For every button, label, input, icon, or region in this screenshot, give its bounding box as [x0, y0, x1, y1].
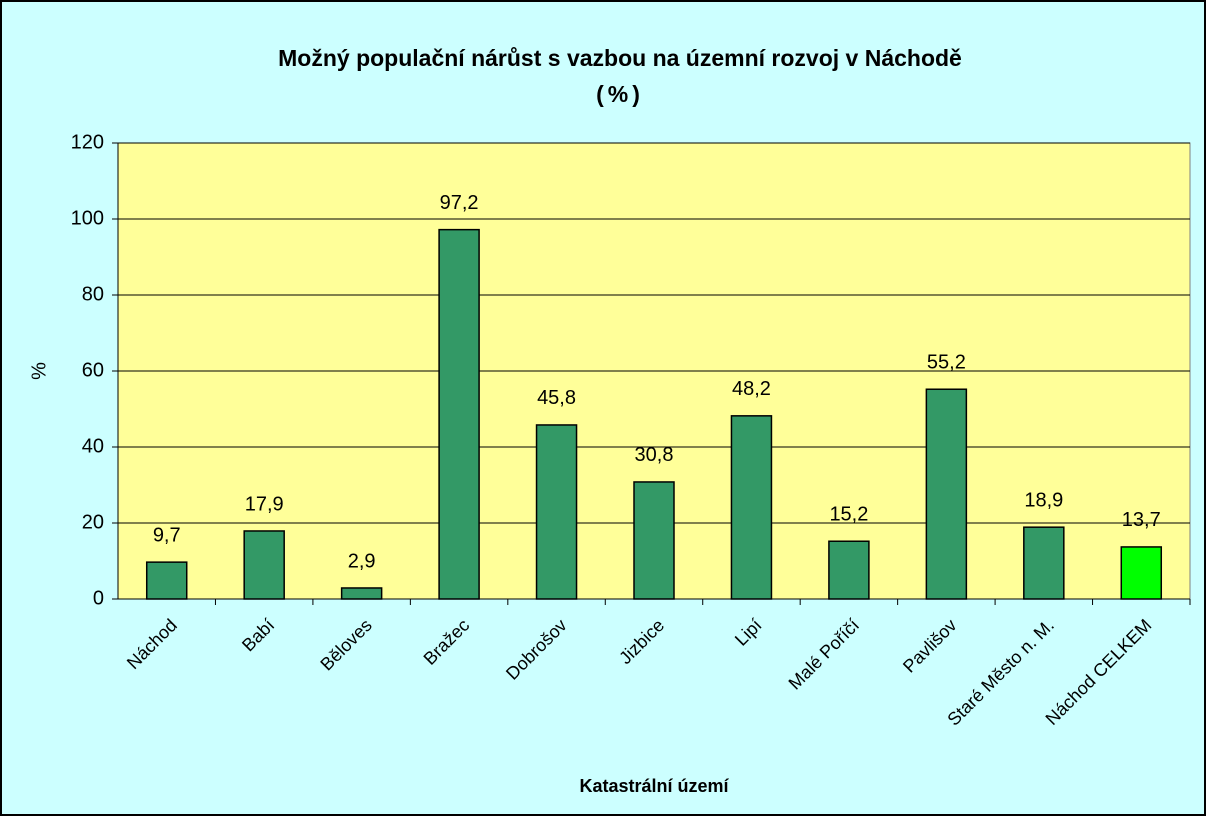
- y-tick-label: 40: [82, 435, 104, 457]
- bar: [828, 540, 870, 600]
- bar: [925, 388, 968, 600]
- value-label: 55,2: [927, 352, 966, 374]
- bar: [730, 415, 773, 600]
- value-label: 48,2: [732, 378, 771, 400]
- bar: [145, 561, 188, 600]
- bar: [1023, 526, 1065, 600]
- y-tick-label: 80: [82, 283, 104, 305]
- value-label: 45,8: [537, 387, 576, 409]
- y-tick-label: 120: [71, 131, 104, 153]
- y-tick-label: 20: [82, 511, 104, 533]
- bar: [535, 424, 578, 600]
- y-tick-label: 60: [82, 359, 104, 381]
- value-label: 2,9: [348, 550, 376, 572]
- bar: [633, 481, 675, 600]
- y-tick-label: 0: [93, 587, 104, 609]
- value-label: 17,9: [245, 493, 284, 515]
- bar: [438, 228, 480, 600]
- value-label: 9,7: [153, 524, 181, 546]
- x-axis-label: Katastrální území: [579, 776, 729, 796]
- chart-subtitle: (%): [596, 81, 644, 107]
- bar: [1120, 546, 1163, 600]
- value-label: 18,9: [1024, 489, 1063, 511]
- bar: [340, 587, 383, 600]
- value-label: 97,2: [440, 192, 479, 214]
- chart-title: Možný populační nárůst s vazbou na územn…: [278, 45, 962, 71]
- value-label: 13,7: [1122, 509, 1161, 531]
- y-tick-label: 100: [71, 207, 104, 229]
- value-label: 30,8: [635, 444, 674, 466]
- y-axis-label: %: [28, 362, 50, 380]
- bar: [243, 530, 285, 600]
- value-label: 15,2: [829, 504, 868, 526]
